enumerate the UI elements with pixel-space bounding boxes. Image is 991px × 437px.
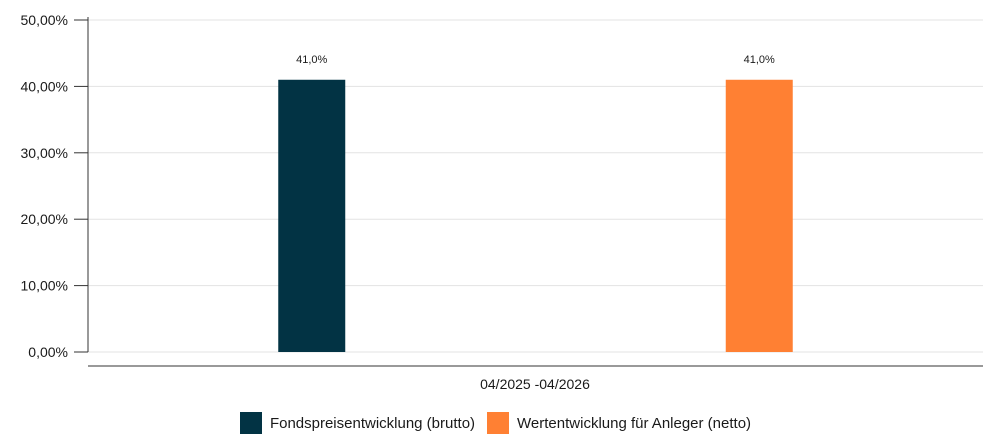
legend-swatch-netto bbox=[487, 412, 510, 434]
gridlines bbox=[88, 19, 983, 353]
y-tick-label: 20,00% bbox=[21, 211, 68, 227]
legend-swatch-brutto bbox=[239, 412, 262, 434]
data-labels: 41,0% 41,0% bbox=[296, 54, 775, 66]
y-tick-label: 0,00% bbox=[28, 344, 68, 360]
bar-netto[interactable] bbox=[725, 79, 793, 352]
legend-item-brutto[interactable]: Fondspreisentwicklung (brutto) bbox=[239, 412, 476, 434]
bar-data-label: 41,0% bbox=[744, 54, 775, 66]
legend: Fondspreisentwicklung (brutto) Wertentwi… bbox=[0, 412, 991, 434]
y-tick-label: 10,00% bbox=[21, 278, 68, 294]
x-tick-label: 04/2025 -04/2026 bbox=[480, 376, 590, 392]
y-tick-label: 30,00% bbox=[21, 145, 68, 161]
y-tick-label: 40,00% bbox=[21, 78, 68, 94]
y-tick-label: 50,00% bbox=[21, 12, 68, 28]
bars bbox=[278, 79, 793, 352]
bar-brutto[interactable] bbox=[278, 79, 346, 352]
y-axis: 0,00% 10,00% 20,00% 30,00% 40,00% 50,00% bbox=[21, 12, 88, 360]
bar-data-label: 41,0% bbox=[296, 54, 327, 66]
bar-chart: 0,00% 10,00% 20,00% 30,00% 40,00% 50,00% 41,0… bbox=[21, 12, 983, 392]
legend-label-netto: Wertentwicklung für Anleger (netto) bbox=[517, 414, 752, 432]
legend-label-brutto: Fondspreisentwicklung (brutto) bbox=[269, 414, 476, 432]
legend-item-netto[interactable]: Wertentwicklung für Anleger (netto) bbox=[487, 412, 751, 434]
